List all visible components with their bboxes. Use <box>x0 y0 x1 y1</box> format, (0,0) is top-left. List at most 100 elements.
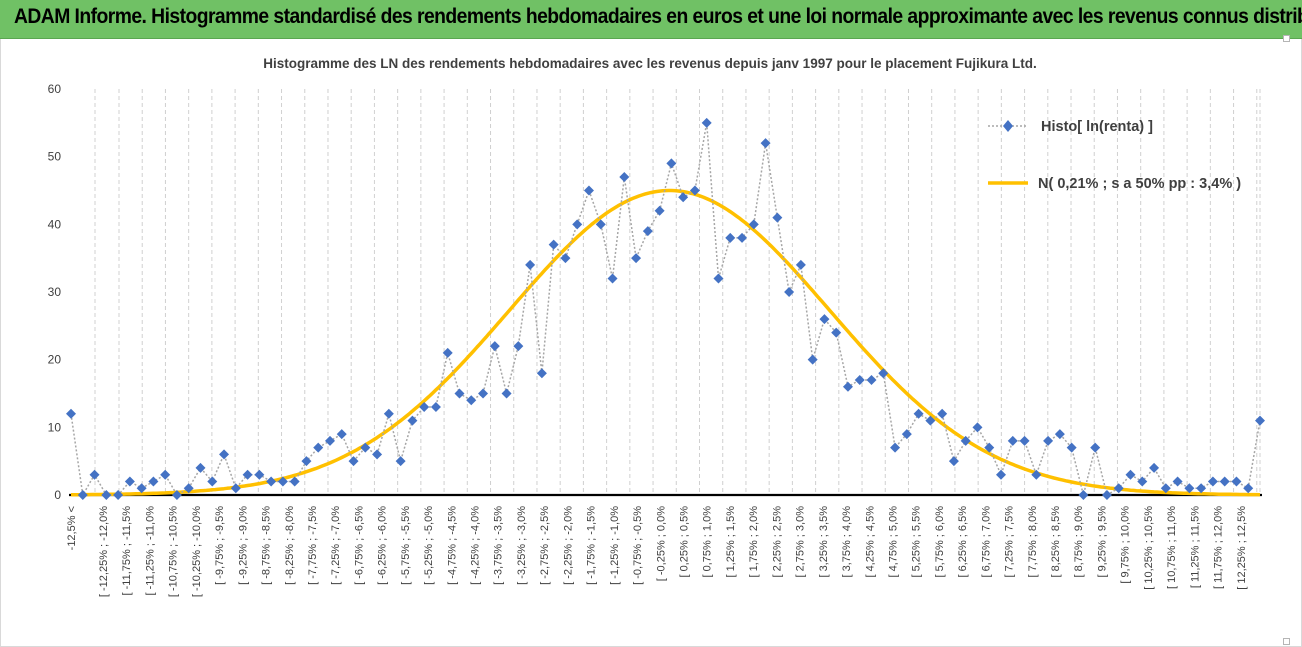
y-tick-label: 30 <box>48 285 62 299</box>
y-tick-label: 50 <box>48 150 62 164</box>
histogram-point <box>901 429 912 440</box>
legend-normal-label: N( 0,21% ; s a 50% pp : 3,4% ) <box>1038 176 1241 192</box>
x-tick-label: [ -6,75% ; -6,5% <box>353 506 365 585</box>
histogram-point <box>1078 490 1089 500</box>
histogram-point <box>1219 476 1230 487</box>
histogram-point <box>548 239 559 250</box>
histogram-point <box>1207 476 1218 487</box>
histogram-point <box>301 456 312 467</box>
histogram-point <box>242 469 253 480</box>
histogram-point <box>195 462 206 473</box>
histogram-point <box>1113 483 1124 494</box>
histogram-point <box>631 253 642 264</box>
x-tick-label: [ 6,75% ; 7,0% <box>980 506 992 578</box>
y-tick-label: 40 <box>48 217 62 231</box>
x-tick-label: [ -7,75% ; -7,5% <box>307 506 319 585</box>
legend-histo-label: Histo[ ln(renta) ] <box>1041 119 1153 135</box>
x-tick-label: [ 3,25% ; 3,5% <box>818 506 830 578</box>
y-axis: 0 10 20 30 40 50 60 <box>48 82 62 502</box>
histogram-point <box>66 408 76 419</box>
histogram-point <box>1149 462 1160 473</box>
histogram-point <box>266 476 277 487</box>
histogram-point <box>171 490 182 500</box>
histogram-point <box>666 158 677 169</box>
normal-curve-line <box>71 188 1261 497</box>
histogram-point <box>372 449 383 460</box>
x-tick-label: [ -8,75% ; -8,5% <box>261 506 273 585</box>
histogram-point <box>784 287 795 297</box>
histogram-point <box>913 408 924 419</box>
x-tick-label: [ -9,75% ; -9,5% <box>214 506 226 585</box>
histogram-point <box>1007 435 1018 446</box>
histogram-point <box>454 388 465 399</box>
histogram-point <box>772 212 783 223</box>
histogram-point <box>89 469 100 480</box>
histogram-point <box>878 368 889 379</box>
histogram-series <box>66 117 1265 500</box>
x-tick-label: [ -0,25% ; 0,0% <box>655 506 667 581</box>
x-tick-label: [ -3,75% ; -3,5% <box>493 506 505 585</box>
histogram-point <box>1196 483 1207 494</box>
report-title: ADAM Informe. Histogramme standardisé de… <box>14 5 1302 28</box>
histogram-point <box>1043 435 1054 446</box>
histogram-point <box>595 219 606 230</box>
histogram-point <box>972 422 983 433</box>
x-tick-label: [ -6,25% ; -6,0% <box>377 506 389 585</box>
x-tick-label: [ 9,25% ; 9,5% <box>1097 506 1109 578</box>
histogram-point <box>925 415 936 426</box>
histogram-point <box>489 341 500 352</box>
histogram-point <box>1031 469 1042 480</box>
x-tick-label: [ 4,75% ; 5,0% <box>888 506 900 578</box>
histogram-point <box>160 469 171 480</box>
histogram-point <box>348 456 359 467</box>
histogram-point <box>560 253 571 264</box>
histogram-point <box>407 415 418 426</box>
legend: Histo[ ln(renta) ] N( 0,21% ; s a 50% pp… <box>988 119 1241 192</box>
histogram-point <box>360 442 371 453</box>
histogram-point <box>689 185 700 196</box>
histogram-point <box>478 388 489 399</box>
histogram-point <box>525 259 536 270</box>
x-tick-label: [ -1,25% ; -1,0% <box>609 506 621 585</box>
histogram-point <box>313 442 324 453</box>
x-tick-label: [ 7,25% ; 7,5% <box>1004 506 1016 578</box>
x-tick-label: [ 11,25% ; 11,5% <box>1189 506 1201 588</box>
x-tick-label: [ 8,25% ; 8,5% <box>1050 506 1062 578</box>
x-tick-label: [ 11,75% ; 12,0% <box>1213 506 1225 589</box>
histogram-point <box>536 368 547 379</box>
histogram-point <box>583 185 594 196</box>
histogram-point <box>725 232 736 243</box>
x-tick-label: [ 0,25% ; 0,5% <box>679 506 691 578</box>
histogram-point <box>336 429 347 440</box>
x-tick-label: [ 7,75% ; 8,0% <box>1027 506 1039 578</box>
histogram-point <box>1101 490 1112 500</box>
histogram-point <box>277 476 288 487</box>
histogram-point <box>254 469 265 480</box>
histogram-point <box>1054 429 1065 440</box>
x-tick-label: [ -2,75% ; -2,5% <box>539 506 551 585</box>
x-tick-label: [ -4,75% ; -4,5% <box>446 506 458 585</box>
histogram-point <box>1184 483 1195 494</box>
x-tick-label: [ 12,25% ; 12,5% <box>1236 506 1248 590</box>
histogram-point <box>819 314 830 325</box>
histogram-point <box>513 341 524 352</box>
histogram-point <box>1255 415 1265 426</box>
histogram-point <box>842 381 853 392</box>
histogram-point <box>1066 442 1077 453</box>
x-tick-label: -12,5% < <box>66 506 78 550</box>
histogram-point <box>113 490 124 500</box>
histogram-point <box>866 374 877 385</box>
histogram-point <box>1231 476 1242 487</box>
histogram-point <box>996 469 1007 480</box>
x-tick-label: [ 5,75% ; 6,0% <box>934 506 946 578</box>
histogram-point <box>807 354 818 365</box>
histogram-point <box>642 226 653 237</box>
y-tick-label: 20 <box>48 353 62 367</box>
x-tick-label: [ -11,25% ; -11,0% <box>144 506 156 596</box>
x-tick-label: [ 10,75% ; 11,0% <box>1166 506 1178 589</box>
x-tick-label: [ -0,75% ; -0,5% <box>632 506 644 585</box>
histogram-point <box>101 490 112 500</box>
histogram-point <box>713 273 724 284</box>
histogram-point <box>289 476 300 487</box>
